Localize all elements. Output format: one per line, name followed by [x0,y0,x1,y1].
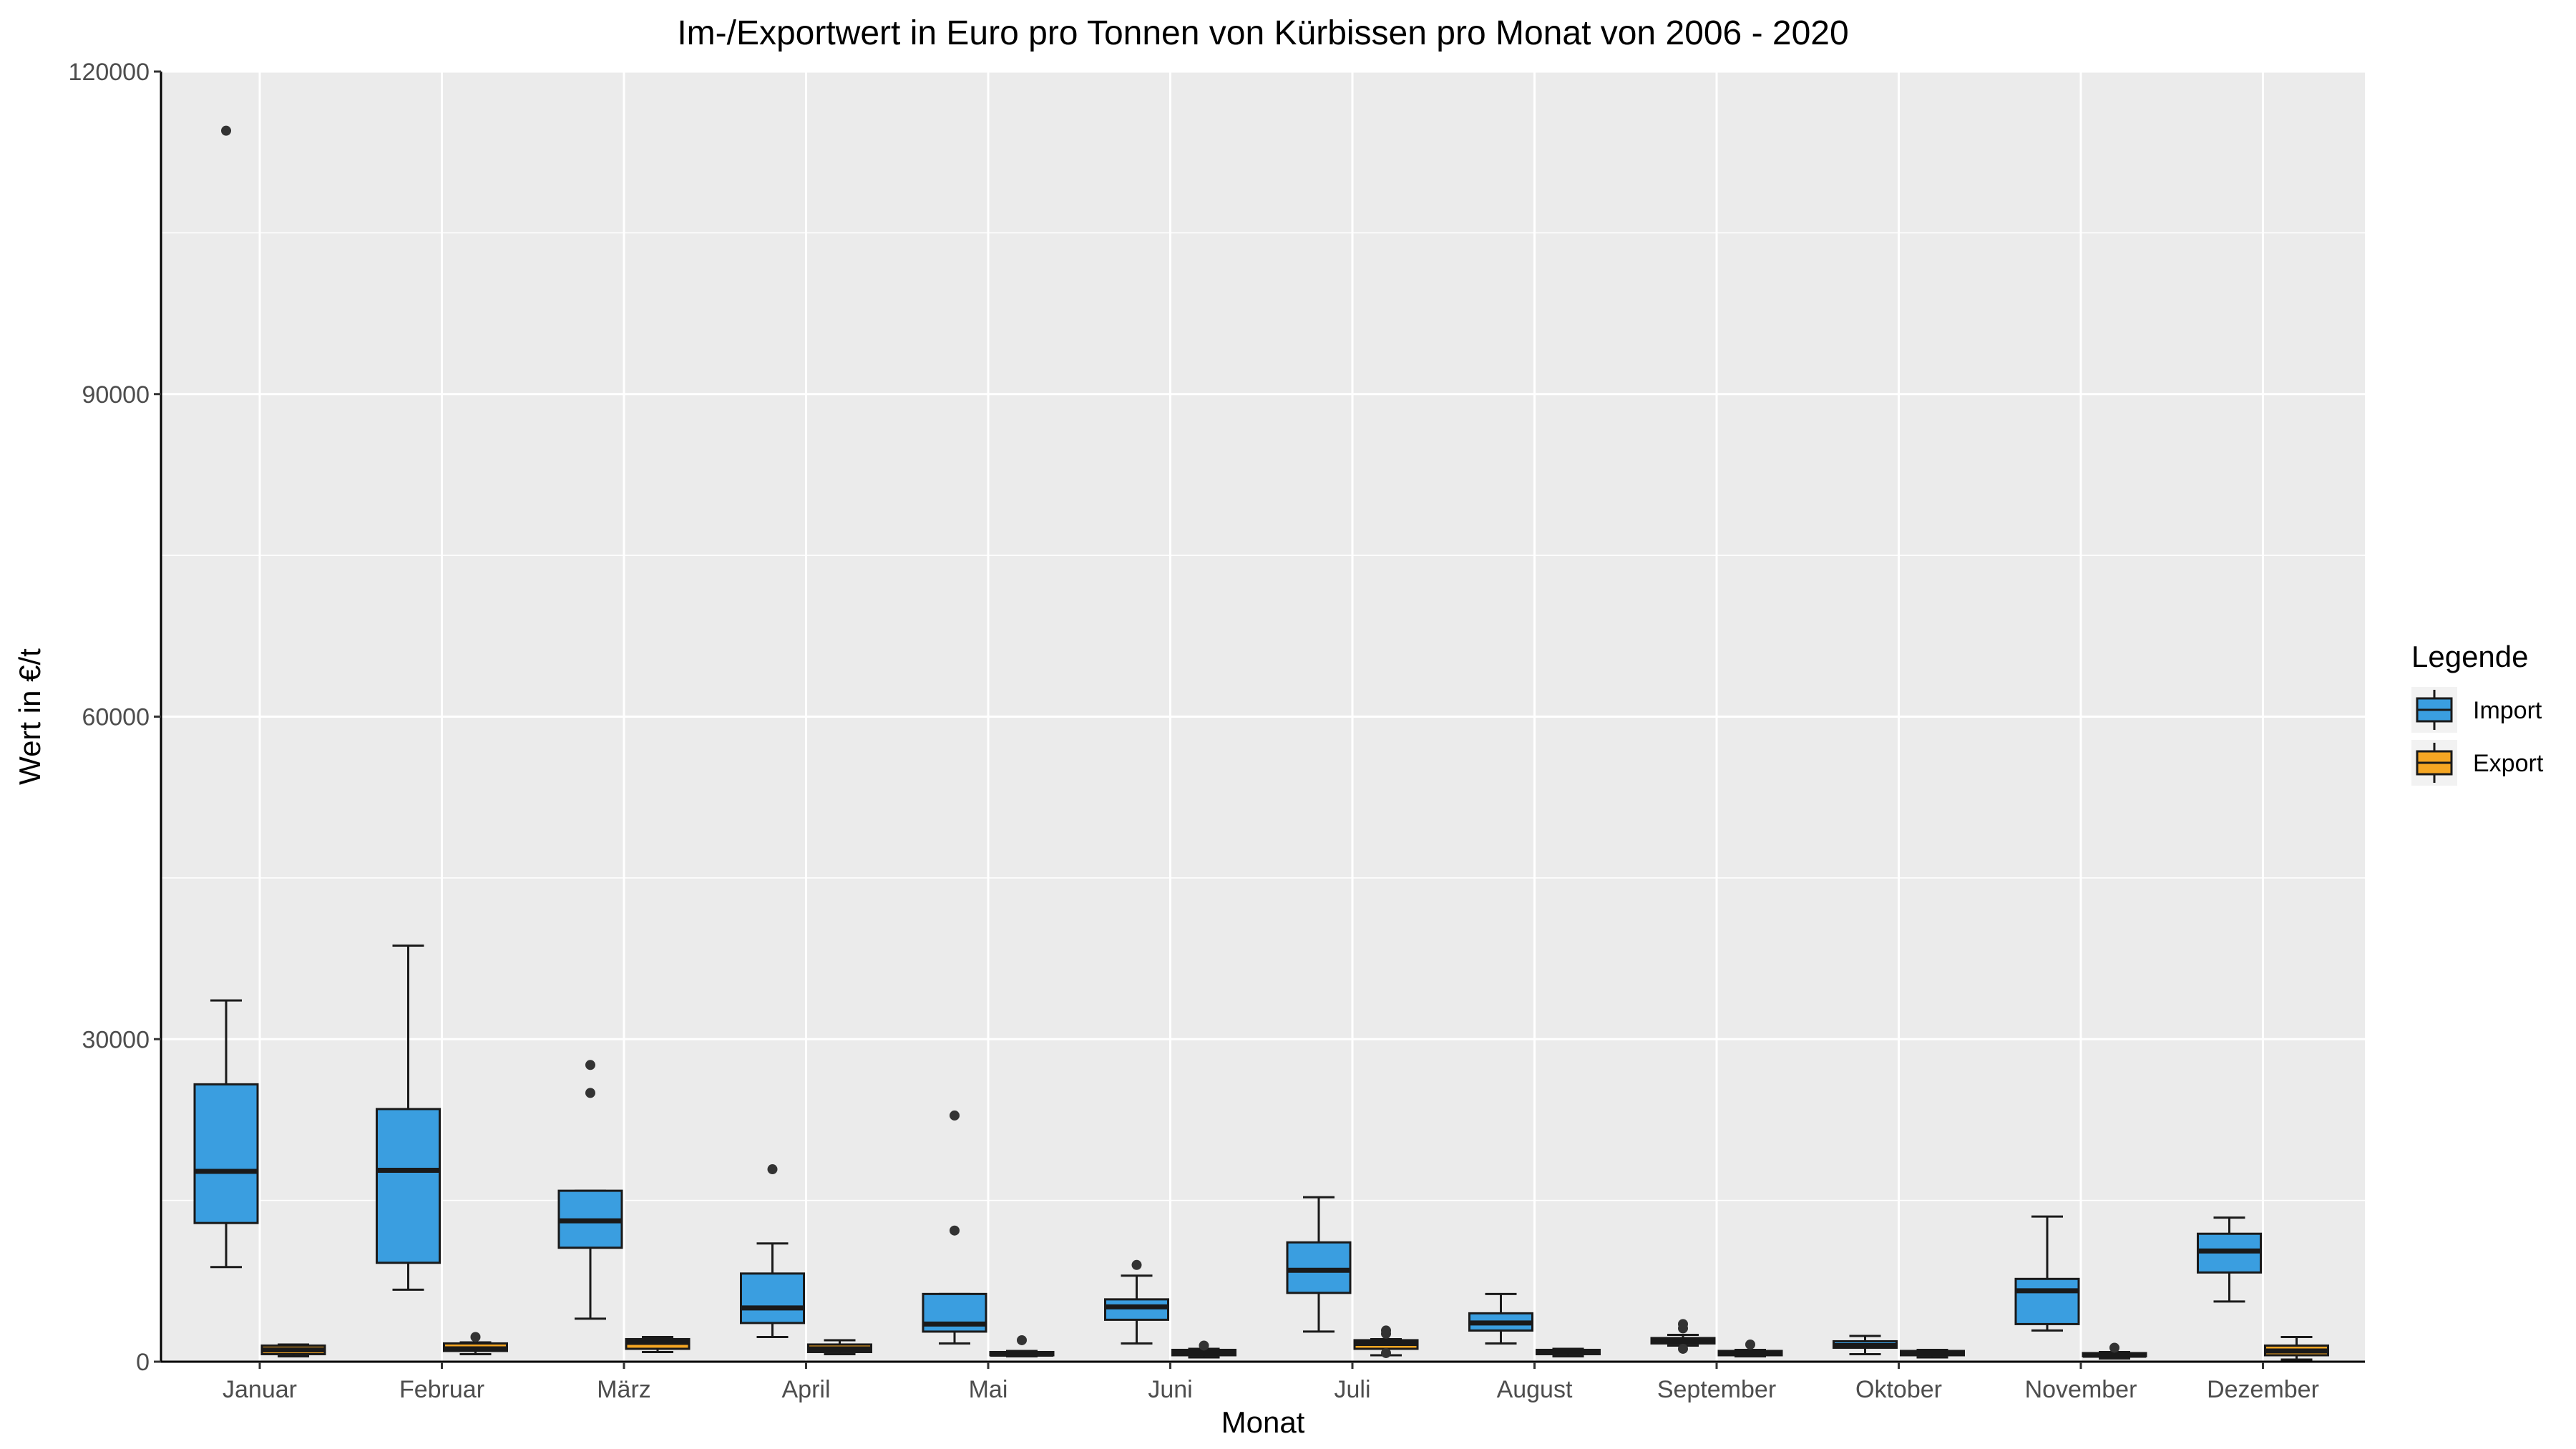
box-export-april [807,1339,872,1355]
outlier-point [2109,1342,2119,1353]
box-import-mai [922,1110,987,1345]
box-import-august [1468,1292,1533,1345]
x-tick-label: April [781,1376,830,1403]
outlier-point [1131,1259,1142,1270]
outlier-point [1017,1335,1027,1345]
box-import-november [2014,1215,2080,1332]
box-export-februar [443,1332,508,1355]
x-tick-label: November [2025,1376,2137,1403]
legend: Legende Import Export [2411,640,2544,786]
box-export-september [1717,1339,1783,1357]
iqr-box [193,1083,259,1224]
iqr-box [1104,1298,1169,1321]
axis-layer: 0 30000 60000 90000 120000 Januar Februar März A… [69,59,2365,1403]
box-import-april [740,1164,805,1338]
outlier-point [1678,1319,1688,1330]
box-import-september [1650,1319,1716,1354]
x-tick-label: August [1497,1376,1573,1403]
legend-title: Legende [2411,640,2529,673]
x-tick-label: Juni [1148,1376,1192,1403]
x-tick-label: März [597,1376,651,1403]
x-tick-label: Dezember [2207,1376,2319,1403]
box-layer [193,125,2329,1361]
outlier-point [585,1088,595,1098]
box-export-november [2082,1342,2147,1360]
box-export-dezember [2264,1335,2329,1361]
x-tick-label: Mai [969,1376,1008,1403]
x-tick-label: Oktober [1855,1376,1942,1403]
box-import-märz [557,1060,623,1320]
outlier-point [1745,1339,1755,1350]
legend-label-import: Import [2473,697,2542,724]
box-import-dezember [2197,1216,2262,1303]
chart-title: Im-/Exportwert in Euro pro Tonnen von Kü… [677,14,1848,52]
outlier-point [950,1110,960,1121]
box-import-oktober [1833,1335,1898,1355]
box-export-juni [1171,1340,1236,1359]
legend-key-import [2411,687,2457,733]
box-export-märz [625,1335,691,1353]
box-import-juni [1104,1259,1169,1345]
outlier-point [1381,1347,1391,1358]
box-export-august [1536,1347,1601,1357]
x-tick-label: Februar [399,1376,484,1403]
outlier-point [585,1060,595,1070]
box-import-januar [193,125,259,1269]
grid-lines [161,70,2365,1363]
legend-label-export: Export [2473,750,2544,777]
y-axis-title: Wert in €/t [13,648,47,785]
box-export-januar [260,1343,326,1357]
x-tick-label: September [1657,1376,1776,1403]
iqr-box [1286,1241,1352,1294]
box-import-februar [376,945,441,1291]
box-export-mai [989,1335,1055,1357]
box-export-oktober [1900,1348,1965,1359]
y-tick-label: 30000 [82,1026,150,1053]
outlier-point [1199,1340,1209,1351]
y-tick-label: 120000 [69,59,150,86]
outlier-point [1678,1343,1688,1354]
y-tick-label: 90000 [82,381,150,409]
iqr-box [376,1108,441,1264]
outlier-point [470,1332,481,1342]
y-tick-label: 0 [136,1349,150,1376]
x-axis-title: Monat [1221,1405,1305,1439]
outlier-point [767,1164,778,1175]
iqr-box [740,1272,805,1324]
legend-key-export [2411,740,2457,786]
x-tick-label: Juli [1334,1376,1370,1403]
iqr-box [2014,1277,2080,1325]
box-export-juli [1353,1325,1419,1358]
x-tick-label: Januar [223,1376,297,1403]
outlier-point [221,125,231,136]
box-import-juli [1286,1196,1352,1333]
outlier-point [950,1225,960,1236]
outlier-point [1381,1325,1391,1336]
y-tick-label: 60000 [82,704,150,731]
